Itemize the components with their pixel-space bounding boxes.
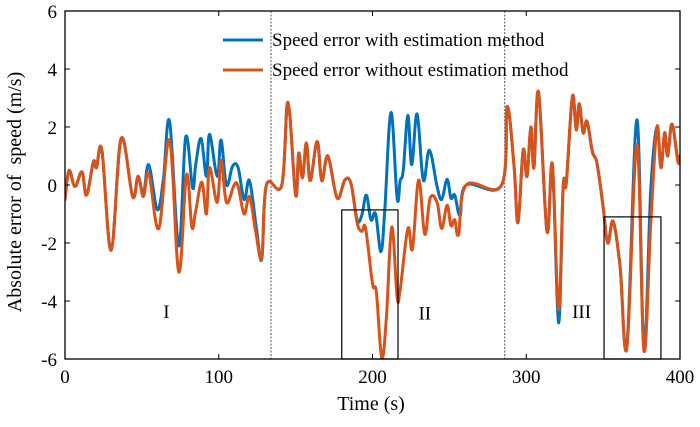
region-label: II bbox=[418, 304, 431, 325]
legend: Speed error with estimation method Speed… bbox=[223, 30, 569, 81]
region-dividers bbox=[270, 11, 506, 359]
axes bbox=[64, 10, 681, 360]
y-tick-label: 6 bbox=[48, 2, 58, 23]
y-tick-label: -2 bbox=[41, 234, 57, 255]
legend-label-without-estimation: Speed error without estimation method bbox=[272, 60, 569, 81]
region-label: I bbox=[163, 302, 169, 323]
x-tick-label: 100 bbox=[205, 367, 234, 388]
x-tick-label: 300 bbox=[512, 367, 541, 388]
series-line-without-estimation bbox=[65, 89, 680, 360]
region-labels: I II III bbox=[163, 302, 591, 324]
tick-labels: 0 100 200 300 400 -6 -4 -2 0 2 4 6 bbox=[41, 2, 694, 388]
y-tick-label: -4 bbox=[41, 292, 57, 313]
x-tick-label: 0 bbox=[60, 367, 70, 388]
y-tick-label: 4 bbox=[48, 60, 58, 81]
y-tick-label: 2 bbox=[48, 118, 58, 139]
y-tick-label: 0 bbox=[48, 176, 58, 197]
series-layer bbox=[65, 89, 680, 360]
y-tick-label: -6 bbox=[41, 350, 57, 371]
region-label: III bbox=[572, 302, 591, 323]
legend-label-with-estimation: Speed error with estimation method bbox=[272, 30, 545, 51]
x-tick-label: 200 bbox=[358, 367, 387, 388]
y-axis-label: Absolute error of speed (m/s) bbox=[4, 72, 26, 313]
x-tick-label: 400 bbox=[666, 367, 695, 388]
x-axis-label: Time (s) bbox=[337, 393, 405, 415]
